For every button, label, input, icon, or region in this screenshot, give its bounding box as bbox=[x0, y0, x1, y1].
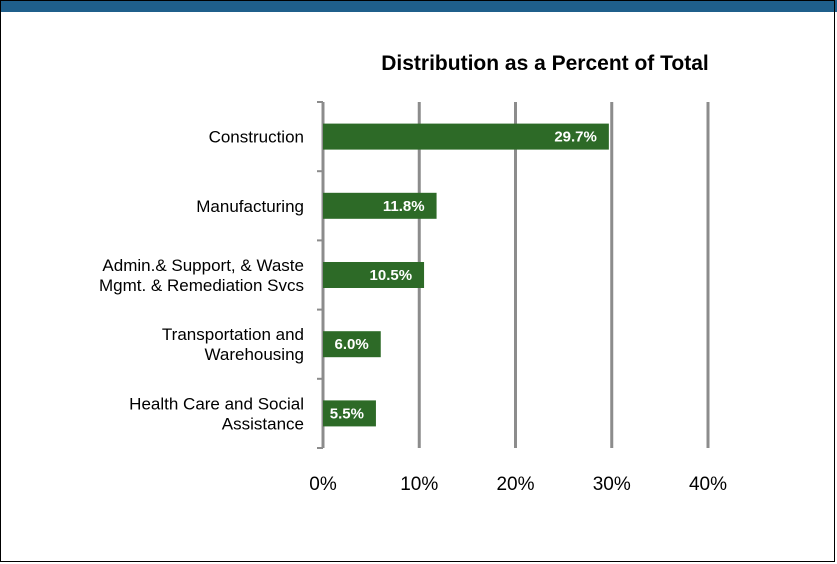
bar bbox=[323, 262, 425, 288]
bar bbox=[323, 192, 437, 219]
bar bbox=[323, 400, 376, 427]
data-label: 10.5% bbox=[370, 267, 413, 284]
category-label: Warehousing bbox=[204, 345, 304, 364]
data-label: 29.7% bbox=[554, 129, 597, 146]
category-label: Transportation and bbox=[162, 325, 304, 344]
category-label: Health Care and Social bbox=[129, 394, 304, 413]
x-tick-label: 40% bbox=[689, 474, 727, 495]
x-tick-label: 20% bbox=[496, 474, 534, 495]
category-label: Assistance bbox=[222, 414, 304, 433]
bar bbox=[323, 123, 609, 150]
data-label: 5.5% bbox=[330, 405, 364, 422]
x-tick-label: 30% bbox=[593, 474, 631, 495]
header-bar bbox=[0, 0, 837, 12]
category-label: Construction bbox=[209, 128, 304, 147]
chart-title: Distribution as a Percent of Total bbox=[381, 52, 709, 75]
category-label: Admin.& Support, & Waste bbox=[102, 256, 304, 275]
bar bbox=[323, 331, 381, 358]
category-label: Manufacturing bbox=[196, 197, 304, 216]
data-label: 11.8% bbox=[383, 198, 425, 215]
data-label: 6.0% bbox=[335, 336, 369, 353]
category-label: Mgmt. & Remediation Svcs bbox=[99, 276, 304, 295]
x-tick-label: 0% bbox=[309, 474, 337, 495]
x-tick-label: 10% bbox=[400, 474, 438, 495]
